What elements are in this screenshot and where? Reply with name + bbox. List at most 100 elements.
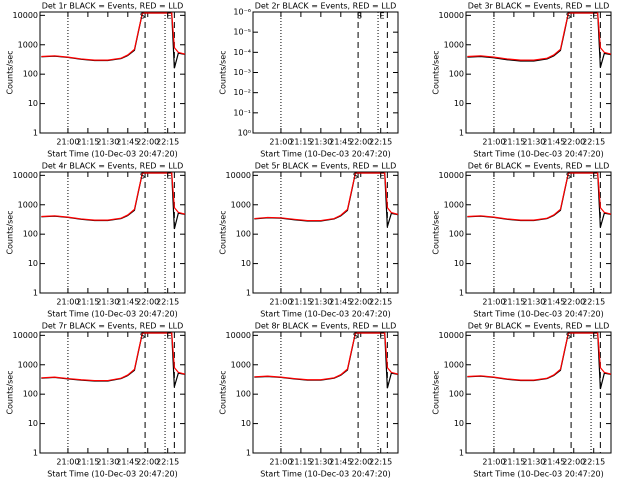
y-tick-label: 100 (449, 390, 464, 399)
panel-title: Det 2r BLACK = Events, RED = LLD (255, 2, 397, 11)
x-tick-label: 21:15 (289, 138, 312, 147)
annotation: E (380, 332, 385, 341)
y-tick-label: 1 (459, 289, 464, 298)
y-tick-label: 1 (33, 289, 38, 298)
y-tick-label: 1 (246, 289, 251, 298)
y-tick-label: 10⁰ (238, 129, 251, 138)
annotation: E (167, 172, 172, 181)
y-tick-label: 10000 (439, 11, 464, 20)
panel-title: Det 7r BLACK = Events, RED = LLD (42, 322, 184, 331)
y-tick-label: 10⁻⁵ (233, 28, 251, 37)
x-tick-label: 21:15 (76, 298, 99, 307)
y-tick-label: 10⁻¹ (233, 108, 251, 117)
annotation: S (566, 332, 571, 341)
annotation: S (140, 332, 145, 341)
panel: Det 3r BLACK = Events, RED = LLD Counts/s… (432, 2, 612, 159)
y-axis-label: Counts/sec (432, 370, 441, 414)
x-tick-label: 21:30 (96, 298, 119, 307)
annotation: E (593, 172, 598, 181)
x-tick-label: 21:00 (269, 298, 292, 307)
y-tick-label: 10 (454, 419, 464, 428)
plot-frame (465, 11, 612, 134)
annotation: S (566, 172, 571, 181)
y-tick-label: 1000 (231, 360, 251, 369)
x-tick-label: 22:15 (156, 138, 179, 147)
y-tick-label: 10000 (439, 171, 464, 180)
y-tick-label: 1000 (18, 40, 38, 49)
x-tick-label: 21:45 (116, 298, 139, 307)
y-tick-label: 100 (23, 390, 38, 399)
x-tick-label: 21:00 (482, 458, 505, 467)
series-line (254, 332, 398, 381)
y-tick-label: 1000 (18, 200, 38, 209)
annotation: S (140, 12, 145, 21)
x-tick-label: 21:15 (76, 458, 99, 467)
x-tick-label: 22:00 (562, 458, 585, 467)
y-tick-label: 100 (236, 390, 251, 399)
y-tick-label: 100 (23, 70, 38, 79)
x-tick-label: 22:00 (349, 458, 372, 467)
x-axis-label: Start Time (10-Dec-03 20:47:20) (47, 150, 178, 159)
y-tick-label: 10000 (13, 331, 38, 340)
panel-title: Det 6r BLACK = Events, RED = LLD (468, 162, 610, 171)
x-tick-label: 21:15 (289, 458, 312, 467)
panel: Det 1r BLACK = Events, RED = LLD Counts/s… (6, 2, 186, 159)
y-tick-label: 10000 (226, 171, 251, 180)
x-tick-label: 21:15 (502, 298, 525, 307)
x-tick-label: 21:15 (76, 138, 99, 147)
panel-title: Det 5r BLACK = Events, RED = LLD (255, 162, 397, 171)
y-tick-label: 100 (449, 70, 464, 79)
panel: Det 6r BLACK = Events, RED = LLD Counts/s… (432, 162, 612, 319)
y-tick-label: 1000 (231, 200, 251, 209)
panel-title: Det 8r BLACK = Events, RED = LLD (255, 322, 397, 331)
y-tick-label: 10000 (13, 171, 38, 180)
y-tick-label: 1000 (444, 360, 464, 369)
series-line (467, 172, 611, 221)
series-line (41, 12, 185, 61)
y-axis-label: Counts/sec (6, 370, 15, 414)
annotation: E (380, 12, 385, 21)
panel: Det 4r BLACK = Events, RED = LLD Counts/s… (6, 162, 186, 319)
plot-frame (39, 11, 186, 134)
x-tick-label: 21:00 (269, 458, 292, 467)
x-tick-label: 22:00 (562, 298, 585, 307)
y-tick-label: 1000 (18, 360, 38, 369)
x-tick-label: 22:15 (582, 138, 605, 147)
y-tick-label: 10⁻³ (233, 68, 251, 77)
x-tick-label: 22:00 (349, 298, 372, 307)
x-tick-label: 22:15 (156, 298, 179, 307)
annotation: S (140, 172, 145, 181)
x-axis-label: Start Time (10-Dec-03 20:47:20) (473, 470, 604, 479)
x-tick-label: 22:00 (136, 298, 159, 307)
plot-frame (39, 171, 186, 294)
y-tick-label: 10 (454, 259, 464, 268)
x-tick-label: 21:45 (116, 138, 139, 147)
x-axis-label: Start Time (10-Dec-03 20:47:20) (47, 310, 178, 319)
annotation: E (380, 172, 385, 181)
y-tick-label: 10⁻⁴ (233, 48, 251, 57)
x-tick-label: 21:00 (56, 298, 79, 307)
y-tick-label: 1 (33, 449, 38, 458)
y-tick-label: 100 (449, 230, 464, 239)
x-tick-label: 21:15 (502, 458, 525, 467)
x-tick-label: 21:45 (329, 138, 352, 147)
x-tick-label: 21:45 (116, 458, 139, 467)
y-tick-label: 1000 (444, 200, 464, 209)
x-axis-label: Start Time (10-Dec-03 20:47:20) (473, 310, 604, 319)
x-tick-label: 21:15 (289, 298, 312, 307)
y-tick-label: 1000 (444, 40, 464, 49)
x-tick-label: 21:30 (522, 138, 545, 147)
panel-title: Det 3r BLACK = Events, RED = LLD (468, 2, 610, 11)
y-tick-label: 1 (33, 129, 38, 138)
x-tick-label: 21:30 (522, 458, 545, 467)
x-tick-label: 21:45 (329, 458, 352, 467)
series-line (467, 12, 611, 68)
panel: Det 7r BLACK = Events, RED = LLD Counts/s… (6, 322, 186, 479)
x-tick-label: 21:00 (56, 458, 79, 467)
panel: Det 5r BLACK = Events, RED = LLD Counts/s… (219, 162, 399, 319)
y-tick-label: 100 (23, 230, 38, 239)
y-tick-label: 10⁻² (233, 88, 251, 97)
x-tick-label: 21:30 (309, 138, 332, 147)
